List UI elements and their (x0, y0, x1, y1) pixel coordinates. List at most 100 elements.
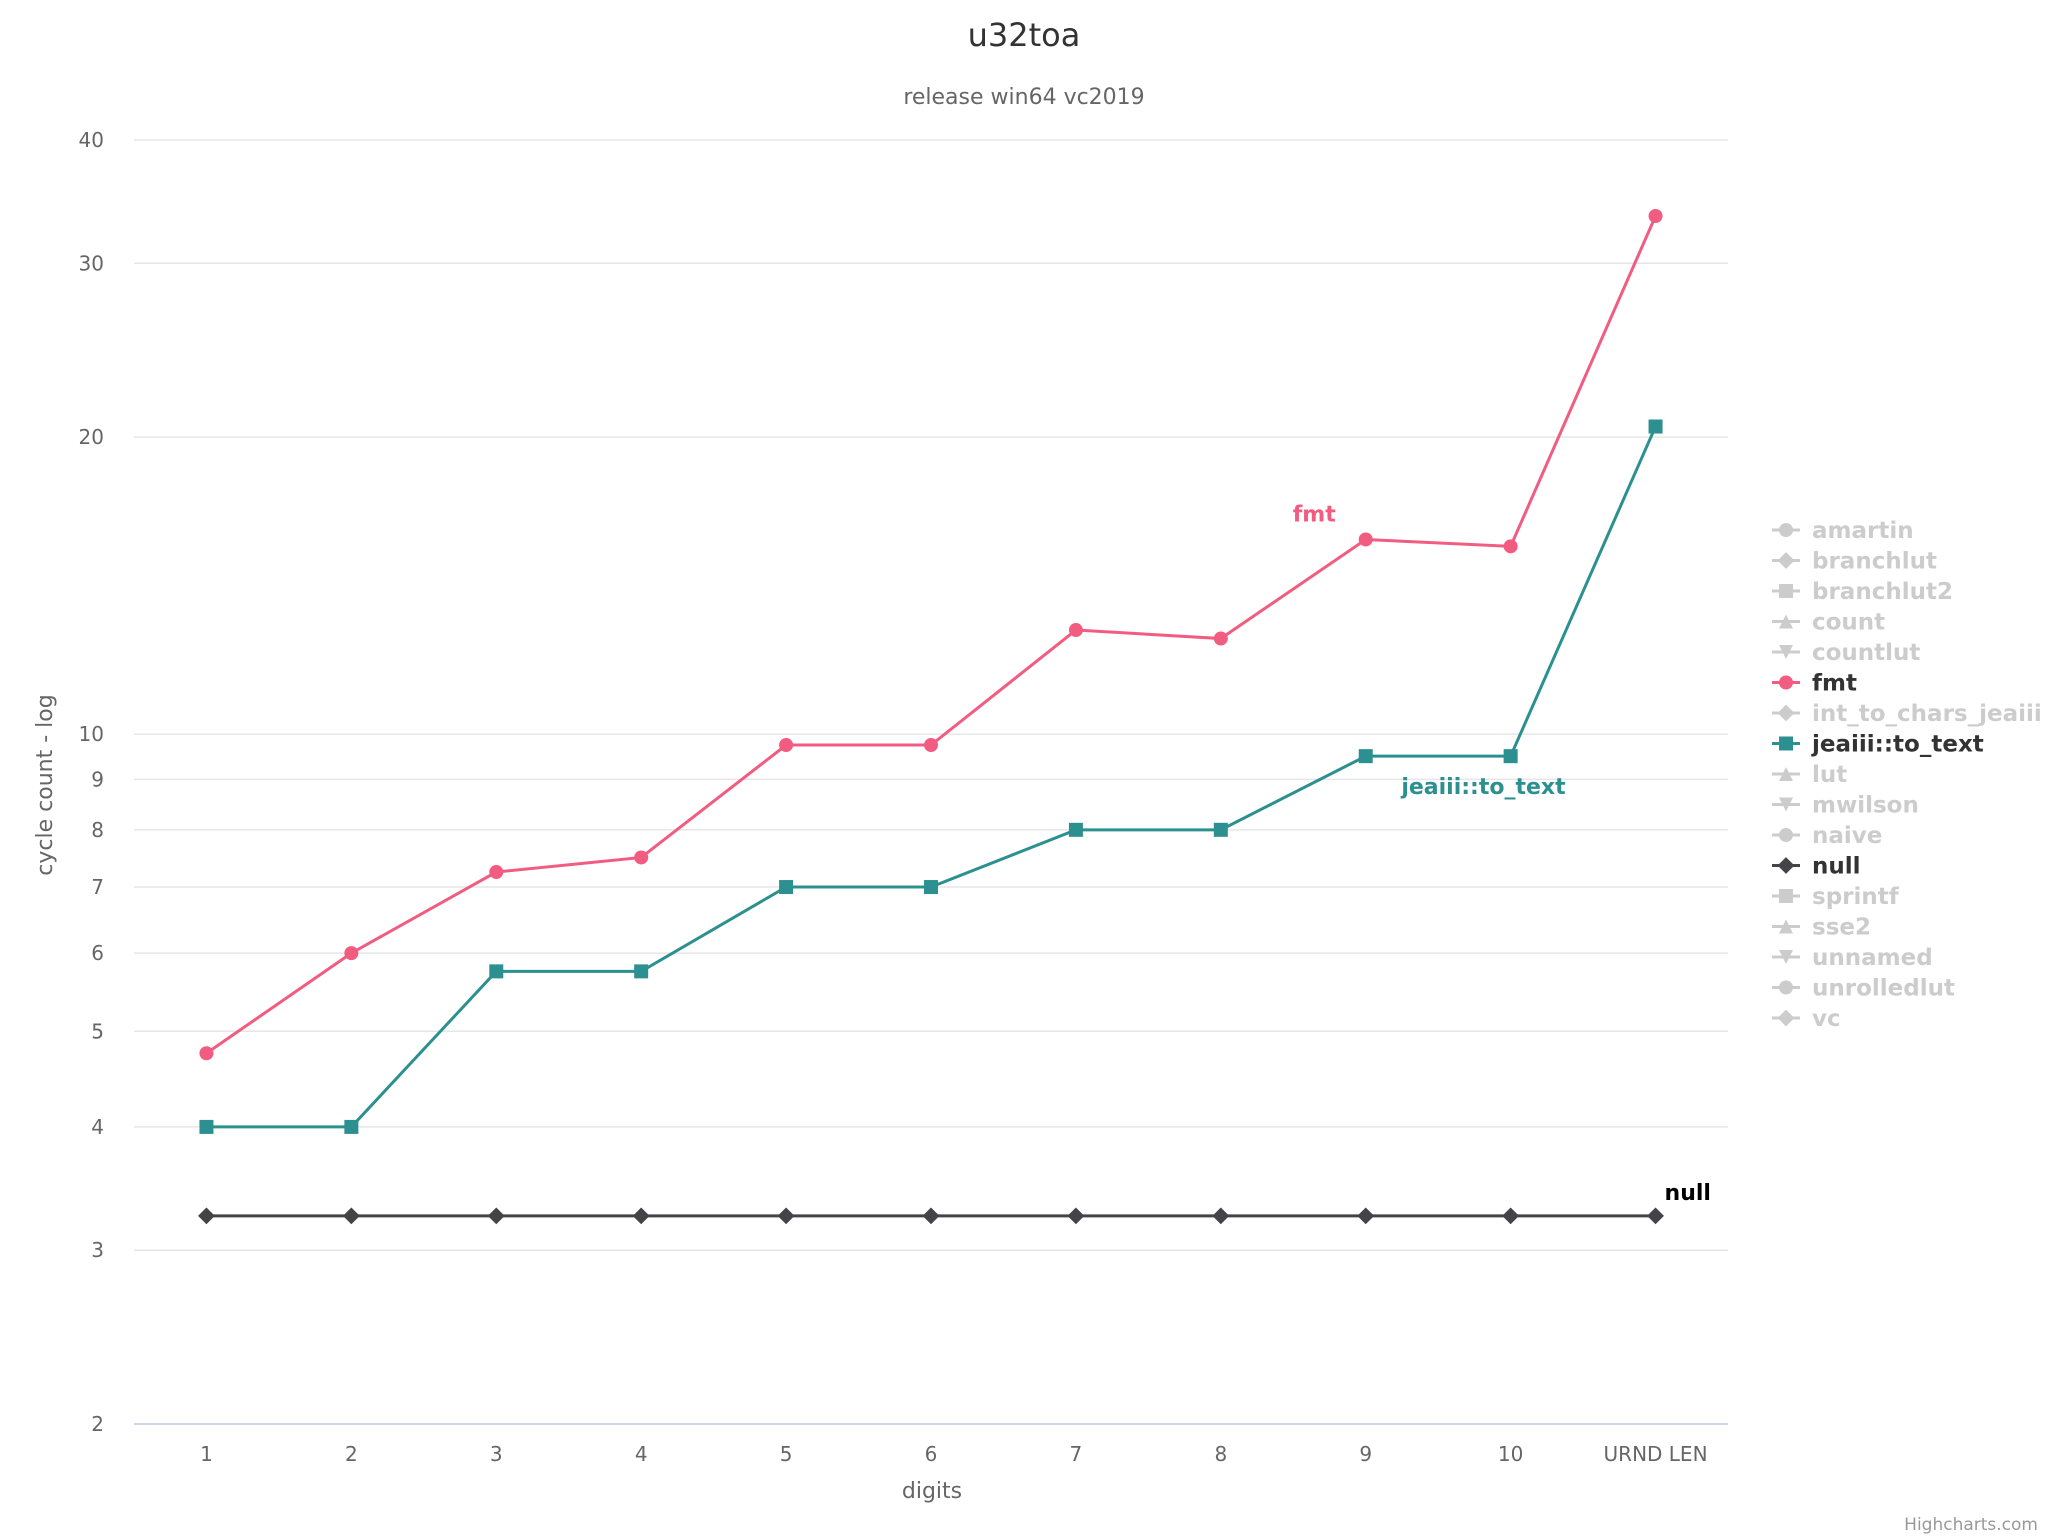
y-tick-label: 20 (79, 425, 104, 449)
data-point (1357, 1207, 1375, 1225)
data-point (1648, 419, 1663, 434)
y-axis-title: cycle count - log (33, 694, 58, 875)
legend-marker (1779, 889, 1793, 903)
x-tick-label: 6 (925, 1442, 938, 1466)
data-point (487, 1207, 505, 1225)
legend-label: countlut (1812, 640, 1920, 666)
series-label: null (1665, 1181, 1711, 1206)
data-point (1068, 822, 1083, 837)
data-point (924, 880, 938, 895)
y-tick-label: 8 (91, 818, 104, 842)
credits-link[interactable]: Highcharts.com (1904, 1515, 2038, 1535)
legend-marker (1779, 828, 1793, 842)
legend-marker (1779, 645, 1793, 659)
legend-item-lut[interactable]: lut (1772, 762, 1847, 788)
legend-item-naive[interactable]: naive (1772, 823, 1882, 849)
data-point (922, 1207, 940, 1225)
series-label: jeaiii::to_text (1400, 775, 1566, 800)
data-point (1212, 1207, 1230, 1225)
legend-label: jeaiii::to_text (1811, 732, 1984, 758)
data-point (779, 738, 794, 753)
legend-item-null[interactable]: null (1772, 854, 1861, 880)
legend-marker (1779, 675, 1793, 690)
y-axis-ticks: 2 3 4 5 6 7 8 9 10 20 30 40 (79, 128, 104, 1436)
y-tick-label: 6 (91, 941, 104, 965)
x-tick-label: 10 (1498, 1442, 1523, 1466)
legend-item-countlut[interactable]: countlut (1772, 640, 1920, 666)
data-point (198, 1207, 215, 1225)
legend-label: fmt (1812, 671, 1857, 697)
legend-label: naive (1812, 823, 1882, 849)
x-axis-title: digits (902, 1479, 962, 1504)
data-point (1648, 209, 1663, 224)
legend-marker (1779, 584, 1793, 598)
legend-label: vc (1812, 1006, 1841, 1032)
data-point (634, 850, 649, 865)
data-point (344, 1119, 359, 1134)
x-tick-label: 3 (490, 1442, 503, 1466)
legend-marker (1779, 523, 1793, 537)
x-tick-label: 1 (200, 1442, 213, 1466)
legend-label: sprintf (1812, 884, 1900, 910)
legend-item-sprintf[interactable]: sprintf (1772, 884, 1900, 910)
legend-item-count[interactable]: count (1772, 610, 1885, 636)
legend: amartin branchlut branchlut2 count countlut f… (1772, 518, 2042, 1032)
x-axis-ticks: 1 2 3 4 5 6 7 8 9 10 URND LEN (200, 1442, 1707, 1466)
data-point (344, 946, 359, 961)
x-tick-label: 9 (1359, 1442, 1372, 1466)
data-point (1067, 1207, 1085, 1225)
data-point (634, 964, 649, 979)
legend-marker (1779, 736, 1793, 751)
y-tick-label: 7 (91, 875, 104, 899)
y-gridlines (134, 139, 1728, 1251)
data-point (1358, 749, 1373, 764)
legend-item-int_to_chars_jeaiii[interactable]: int_to_chars_jeaiii (1772, 701, 2042, 727)
data-point (779, 880, 794, 895)
legend-item-unnamed[interactable]: unnamed (1772, 945, 1933, 971)
legend-item-branchlut2[interactable]: branchlut2 (1772, 579, 1953, 605)
legend-item-sse2[interactable]: sse2 (1772, 915, 1871, 941)
data-point (924, 738, 938, 753)
y-tick-label: 30 (79, 251, 104, 275)
legend-marker (1779, 797, 1793, 812)
data-point (1358, 532, 1373, 547)
data-point (1213, 822, 1228, 837)
legend-item-vc[interactable]: vc (1772, 1006, 1841, 1032)
data-point (1502, 1207, 1520, 1225)
data-point (1503, 749, 1518, 764)
series-label: fmt (1293, 502, 1336, 527)
legend-item-unrolledlut[interactable]: unrolledlut (1772, 976, 1955, 1002)
series-jeaiii::to_text: jeaiii::to_text (199, 419, 1663, 1134)
legend-label: count (1812, 610, 1885, 636)
legend-marker (1779, 950, 1793, 964)
legend-item-mwilson[interactable]: mwilson (1772, 793, 1919, 819)
data-point (342, 1207, 360, 1225)
data-point (1503, 539, 1518, 554)
legend-label: lut (1812, 762, 1847, 788)
legend-item-jeaiii::to_text[interactable]: jeaiii::to_text (1772, 732, 1984, 758)
legend-label: amartin (1812, 518, 1914, 544)
data-point (632, 1207, 650, 1225)
legend-item-fmt[interactable]: fmt (1772, 671, 1857, 697)
legend-label: unrolledlut (1812, 976, 1955, 1002)
legend-label: sse2 (1812, 915, 1871, 941)
legend-marker (1779, 614, 1793, 629)
legend-item-branchlut[interactable]: branchlut (1772, 549, 1937, 575)
y-tick-label: 2 (91, 1412, 104, 1436)
y-tick-label: 10 (79, 722, 104, 746)
x-tick-label: 7 (1070, 1442, 1083, 1466)
legend-label: int_to_chars_jeaiii (1812, 701, 2042, 727)
data-point (489, 964, 504, 979)
chart-title: u32toa (968, 16, 1081, 54)
x-tick-label: 8 (1214, 1442, 1227, 1466)
y-tick-label: 40 (79, 128, 104, 152)
data-point (1068, 623, 1083, 638)
data-point (1647, 1207, 1664, 1225)
series-null: null (198, 1181, 1711, 1225)
series-line (205, 215, 1657, 1055)
data-point (199, 1046, 214, 1061)
legend-item-amartin[interactable]: amartin (1772, 518, 1914, 544)
data-point (489, 865, 504, 880)
legend-marker (1777, 704, 1795, 722)
